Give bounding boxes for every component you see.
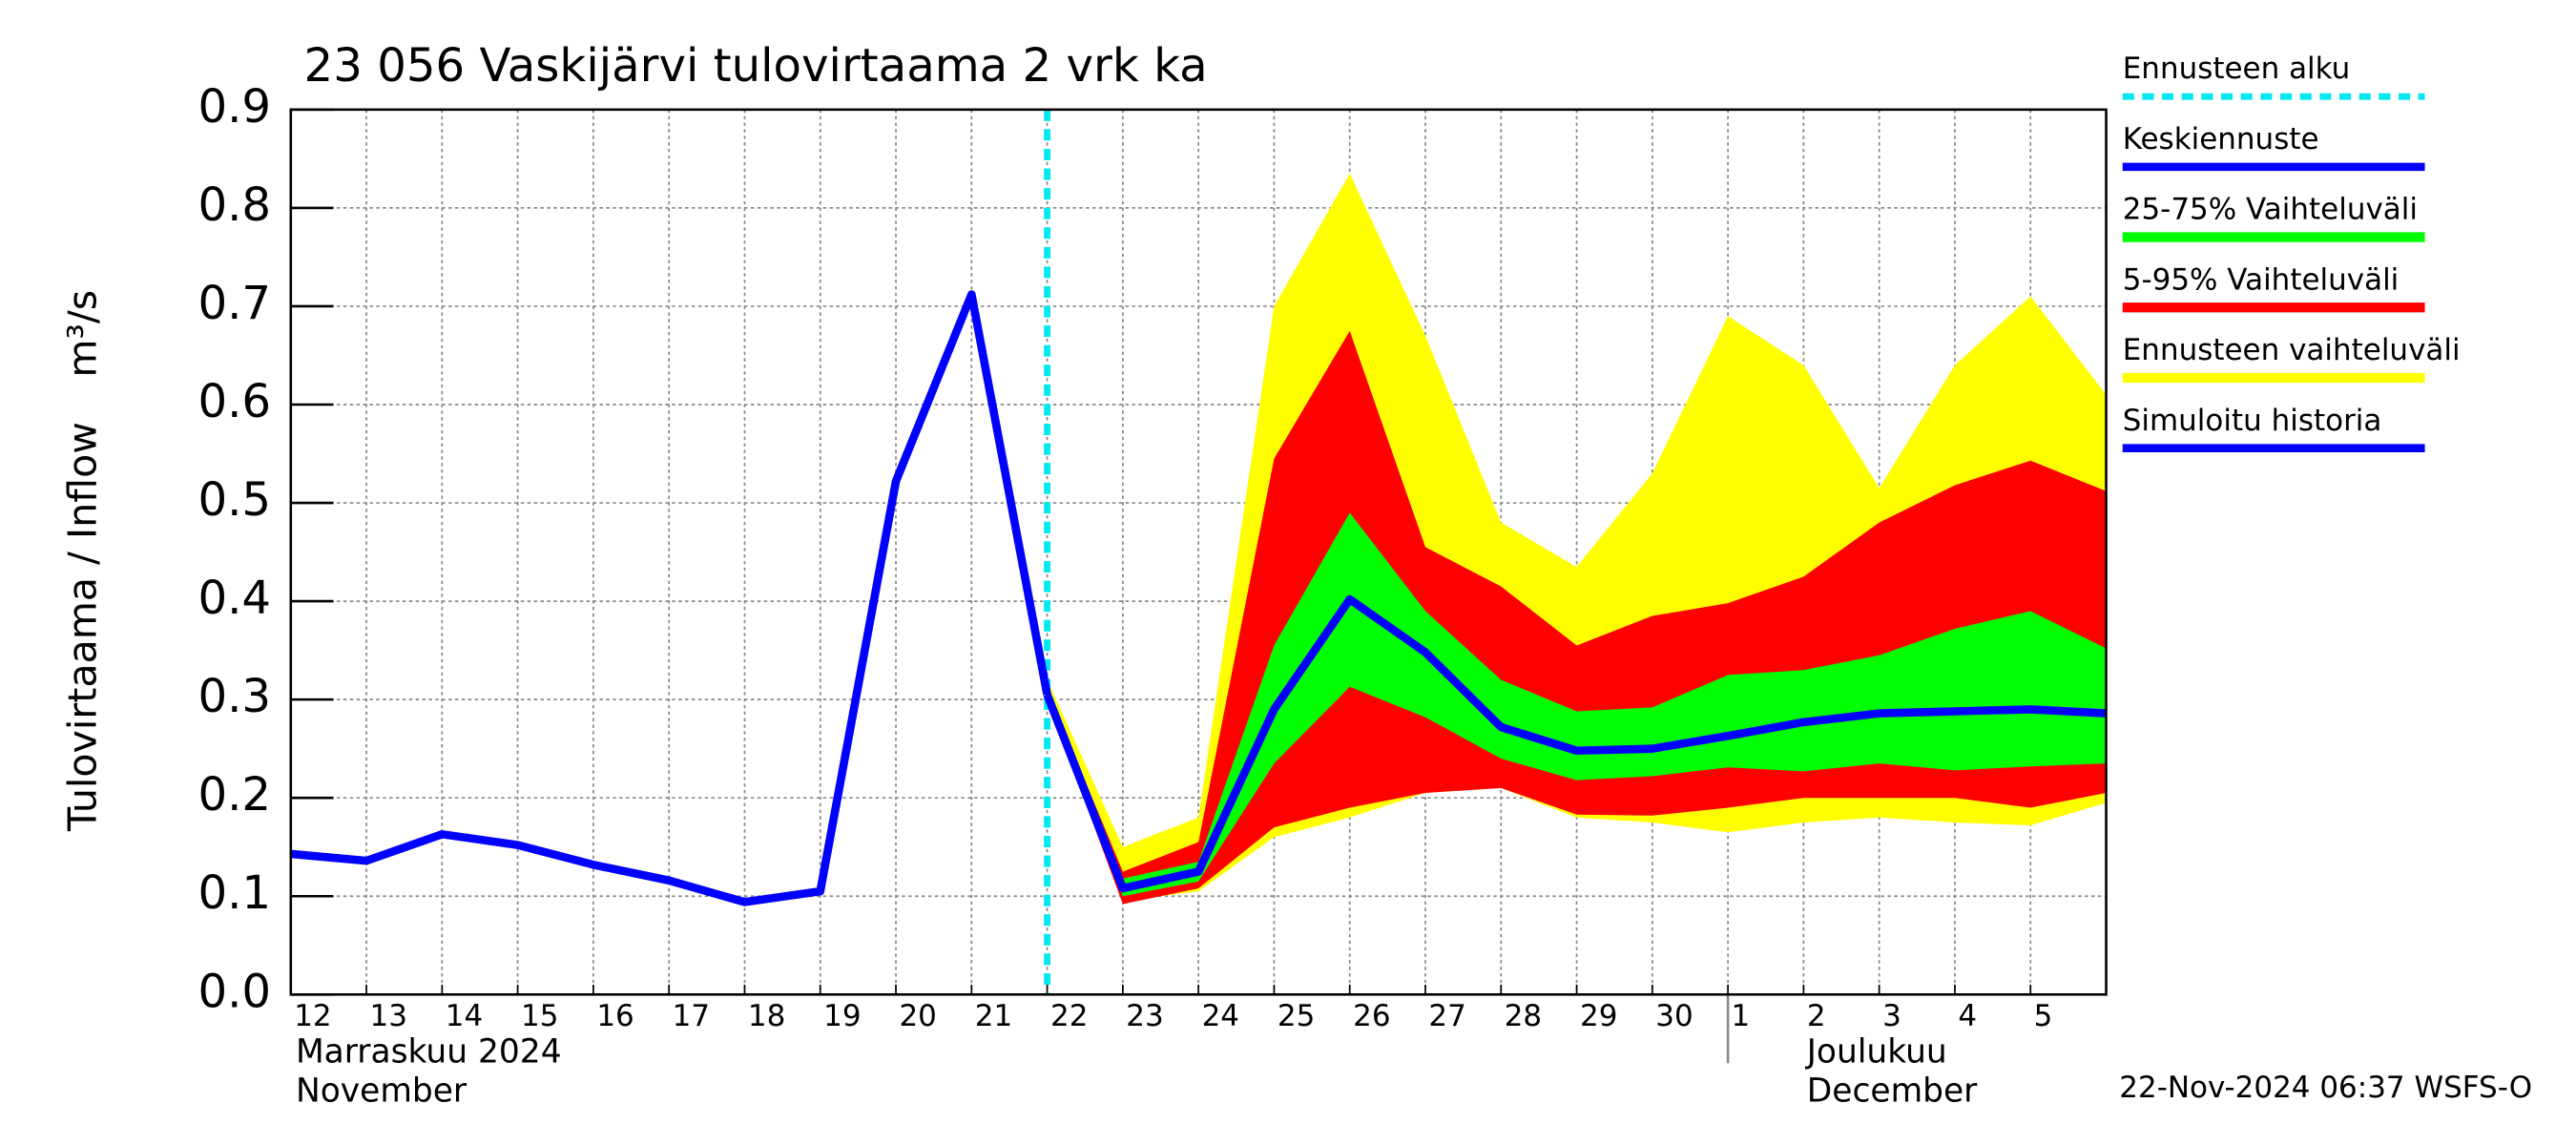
x-tick-label: 4 (1958, 999, 1977, 1033)
y-tick-label: 0.2 (197, 768, 271, 822)
y-tick-label: 0.5 (197, 473, 271, 527)
x-tick-label: 21 (975, 999, 1012, 1033)
x-tick-label: 20 (899, 999, 936, 1033)
y-tick-label: 0.1 (197, 866, 271, 920)
y-tick-label: 0.4 (197, 572, 271, 625)
x-tick-label: 22 (1050, 999, 1088, 1033)
y-tick-label: 0.0 (197, 965, 271, 1018)
legend-label: Ennusteen vaihteluväli (2123, 333, 2461, 367)
forecast-band (1047, 512, 2107, 897)
x-tick-label: 29 (1580, 999, 1617, 1033)
x-tick-label: 26 (1353, 999, 1390, 1033)
x-tick-label: 17 (673, 999, 710, 1033)
legend-label: Ennusteen alku (2123, 52, 2351, 86)
y-axis-label: Tulovirtaama / Inflow (59, 422, 105, 832)
chart-title: 23 056 Vaskijärvi tulovirtaama 2 vrk ka (304, 39, 1208, 93)
y-tick-label: 0.6 (197, 375, 271, 428)
x-tick-label: 14 (446, 999, 483, 1033)
x-tick-label: 24 (1202, 999, 1239, 1033)
legend-label: Keskiennuste (2123, 122, 2319, 156)
x-tick-label: 28 (1505, 999, 1542, 1033)
legend-label: Simuloitu historia (2123, 404, 2382, 438)
month-label: Joulukuu (1805, 1033, 1947, 1072)
y-tick-label: 0.3 (197, 670, 271, 723)
month-label: November (296, 1072, 467, 1111)
series-line (290, 290, 1051, 906)
x-tick-label: 15 (521, 999, 558, 1033)
x-tick-label: 2 (1807, 999, 1826, 1033)
x-tick-label: 3 (1882, 999, 1901, 1033)
x-tick-label: 13 (370, 999, 407, 1033)
legend-label: 5-95% Vaihteluväli (2123, 262, 2399, 297)
legend-label: 25-75% Vaihteluväli (2123, 193, 2418, 227)
series-line (1043, 594, 2107, 893)
x-tick-label: 19 (823, 999, 861, 1033)
x-tick-label: 25 (1278, 999, 1315, 1033)
x-tick-label: 23 (1126, 999, 1163, 1033)
y-tick-label: 0.9 (197, 80, 271, 134)
x-tick-label: 16 (596, 999, 634, 1033)
x-tick-label: 27 (1428, 999, 1465, 1033)
month-label: Marraskuu 2024 (296, 1033, 562, 1072)
plot-frame (289, 108, 2108, 996)
y-axis-unit: m³/s (59, 290, 105, 378)
y-tick-label: 0.7 (197, 277, 271, 330)
x-tick-label: 18 (748, 999, 785, 1033)
month-label: December (1807, 1072, 1978, 1111)
x-tick-label: 1 (1732, 999, 1751, 1033)
x-tick-label: 12 (294, 999, 331, 1033)
y-tick-label: 0.8 (197, 178, 271, 232)
x-tick-label: 30 (1655, 999, 1693, 1033)
x-tick-label: 5 (2034, 999, 2053, 1033)
timestamp: 22-Nov-2024 06:37 WSFS-O (2119, 1071, 2532, 1105)
